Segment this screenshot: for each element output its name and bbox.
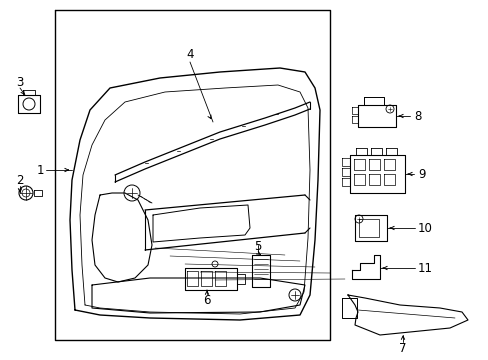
Text: 7: 7 (398, 342, 406, 355)
Text: 6: 6 (203, 293, 210, 306)
Text: 9: 9 (417, 167, 425, 180)
Text: 8: 8 (413, 109, 421, 122)
Text: 5: 5 (254, 240, 261, 253)
Text: 10: 10 (417, 221, 431, 234)
Text: 1: 1 (36, 163, 43, 176)
Text: 3: 3 (16, 76, 23, 89)
Text: 4: 4 (186, 49, 193, 62)
Text: 11: 11 (417, 261, 431, 274)
Text: 2: 2 (16, 174, 24, 186)
